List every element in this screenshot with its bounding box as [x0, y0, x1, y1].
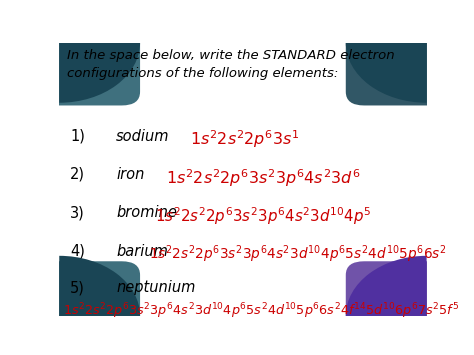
FancyBboxPatch shape [346, 0, 474, 105]
FancyBboxPatch shape [0, 0, 140, 105]
Text: barium: barium [116, 244, 168, 258]
Text: $1s^{2}2s^{2}2p^{6}3s^{1}$: $1s^{2}2s^{2}2p^{6}3s^{1}$ [190, 129, 299, 151]
Text: iron: iron [116, 167, 145, 182]
Wedge shape [59, 43, 140, 103]
Text: $1s^{2}2s^{2}2p^{6}3s^{2}3p^{6}4s^{2}3d^{6}$: $1s^{2}2s^{2}2p^{6}3s^{2}3p^{6}4s^{2}3d^… [166, 167, 360, 189]
Wedge shape [59, 256, 140, 316]
Text: $1s^{2}2s^{2}2p^{6}3s^{2}3p^{6}4s^{2}3d^{10}4p^{5}$: $1s^{2}2s^{2}2p^{6}3s^{2}3p^{6}4s^{2}3d^… [155, 205, 371, 227]
Text: 3): 3) [70, 205, 85, 220]
Text: 2): 2) [70, 167, 85, 182]
Text: 1): 1) [70, 129, 85, 144]
Text: sodium: sodium [116, 129, 170, 144]
Text: $1s^{2}2s^{2}2p^{6}3s^{2}3p^{6}4s^{2}3d^{10}4p^{6}5s^{2}4d^{10}5p^{6}6s^{2}4f^{1: $1s^{2}2s^{2}2p^{6}3s^{2}3p^{6}4s^{2}3d^… [63, 301, 459, 321]
Wedge shape [346, 43, 427, 103]
FancyBboxPatch shape [346, 261, 474, 355]
Text: 4): 4) [70, 244, 85, 258]
FancyBboxPatch shape [0, 261, 140, 355]
Text: neptunium: neptunium [116, 280, 196, 295]
Text: $1s^{2}2s^{2}2p^{6}3s^{2}3p^{6}4s^{2}3d^{10}4p^{6}5s^{2}4d^{10}5p^{6}6s^{2}$: $1s^{2}2s^{2}2p^{6}3s^{2}3p^{6}4s^{2}3d^… [149, 244, 447, 265]
Text: bromine: bromine [116, 205, 177, 220]
Text: 5): 5) [70, 280, 85, 295]
Text: configurations of the following elements:: configurations of the following elements… [66, 67, 338, 80]
Wedge shape [346, 256, 427, 316]
Text: In the space below, write the STANDARD electron: In the space below, write the STANDARD e… [66, 49, 394, 62]
